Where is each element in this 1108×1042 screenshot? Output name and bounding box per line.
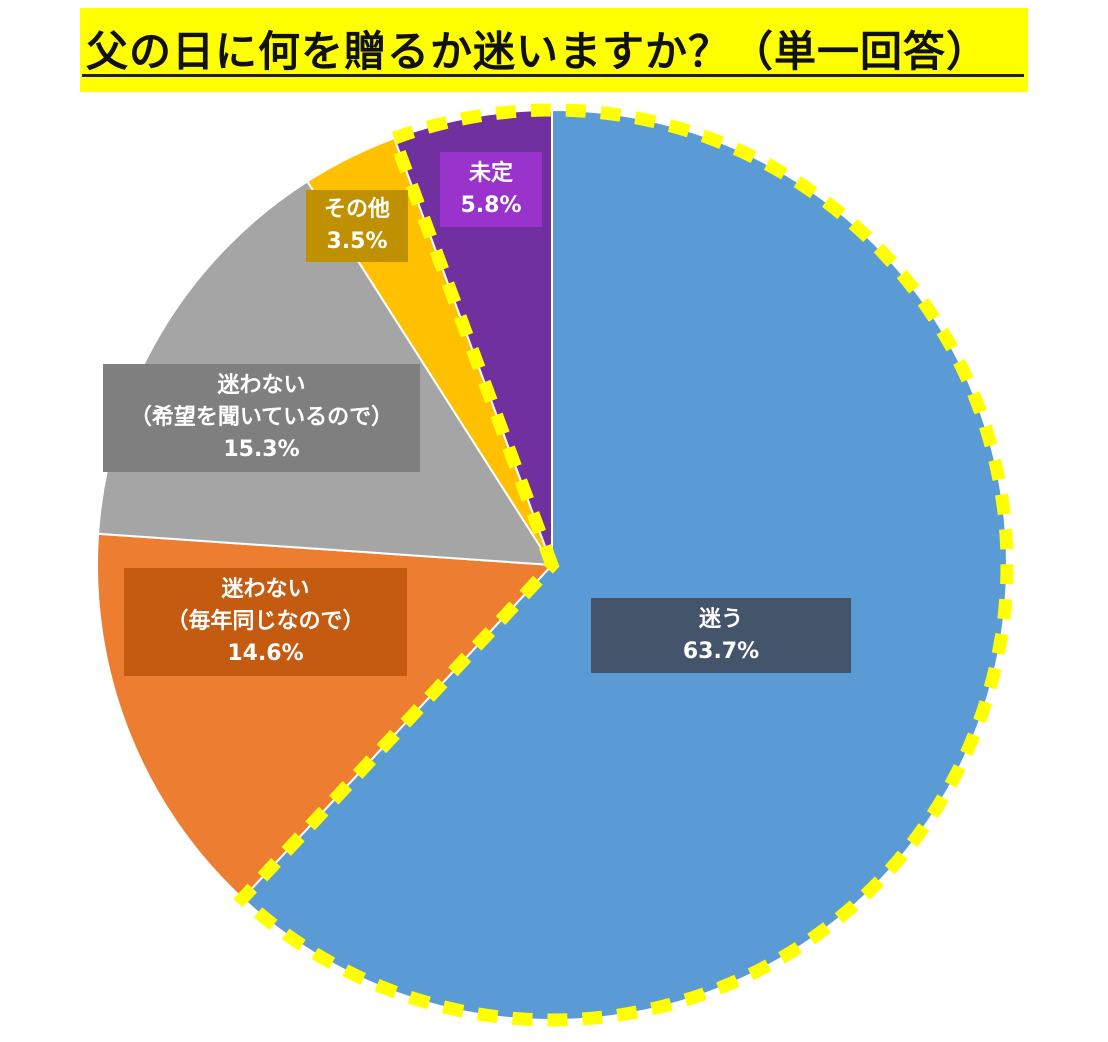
data-label-4: その他 3.5%: [306, 190, 408, 262]
highlight-outline: [233, 103, 1014, 1027]
data-label-value: 63.7%: [682, 638, 760, 664]
data-label-value: 3.5%: [326, 229, 388, 254]
data-label-text: （毎年同じなので）: [166, 609, 365, 634]
data-label-text: 迷わない: [221, 577, 310, 602]
data-label-text: その他: [323, 197, 390, 222]
title-banner: 父の日に何を贈るか迷いますか？（単一回答）: [80, 8, 1028, 92]
data-label-1: 迷う 63.7%: [591, 598, 851, 673]
data-label-3: 迷わない （希望を聞いているので） 15.3%: [103, 364, 420, 472]
data-label-value: 14.6%: [227, 641, 304, 666]
data-label-2: 迷わない （毎年同じなので） 14.6%: [124, 568, 407, 676]
data-label-text: 未定: [468, 160, 513, 186]
title-underline: [82, 74, 1024, 77]
data-label-text: 迷う: [698, 606, 743, 632]
data-label-text: 迷わない: [217, 373, 306, 398]
data-label-value: 15.3%: [223, 437, 300, 462]
chart-title: 父の日に何を贈るか迷いますか？（単一回答）: [86, 27, 990, 76]
data-label-text: （希望を聞いているので）: [129, 405, 394, 430]
data-label-5: 未定 5.8%: [440, 152, 542, 227]
data-label-value: 5.8%: [460, 192, 522, 218]
